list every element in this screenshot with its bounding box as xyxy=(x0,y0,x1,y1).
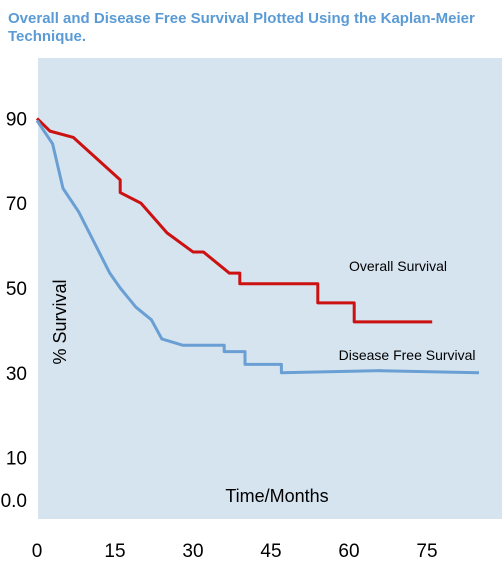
y-tick-label: 30 xyxy=(6,364,27,385)
x-tick-label: 0 xyxy=(32,541,43,562)
series-line-overall-survival xyxy=(35,117,433,324)
y-tick-label: 90 xyxy=(6,109,27,130)
chart-title: Overall and Disease Free Survival Plotte… xyxy=(8,10,475,45)
x-axis-label: Time/Months xyxy=(225,486,328,506)
plot-area xyxy=(38,58,502,519)
disease-free-survival-label: Disease Free Survival xyxy=(339,347,476,363)
y-tick-label: 0.0 xyxy=(1,491,27,512)
x-tick-label: 60 xyxy=(338,541,359,562)
x-tick-label: 75 xyxy=(416,541,437,562)
overall-survival-label: Overall Survival xyxy=(349,258,447,274)
x-tick-label: 15 xyxy=(104,541,125,562)
y-tick-label: 70 xyxy=(6,194,27,215)
x-tick-label: 45 xyxy=(260,541,281,562)
y-tick-label: 10 xyxy=(6,449,27,470)
y-axis-label: % Survival xyxy=(50,279,70,364)
x-tick-label: 30 xyxy=(182,541,203,562)
series-line-disease-free-survival xyxy=(35,119,480,375)
y-tick-label: 50 xyxy=(6,279,27,300)
